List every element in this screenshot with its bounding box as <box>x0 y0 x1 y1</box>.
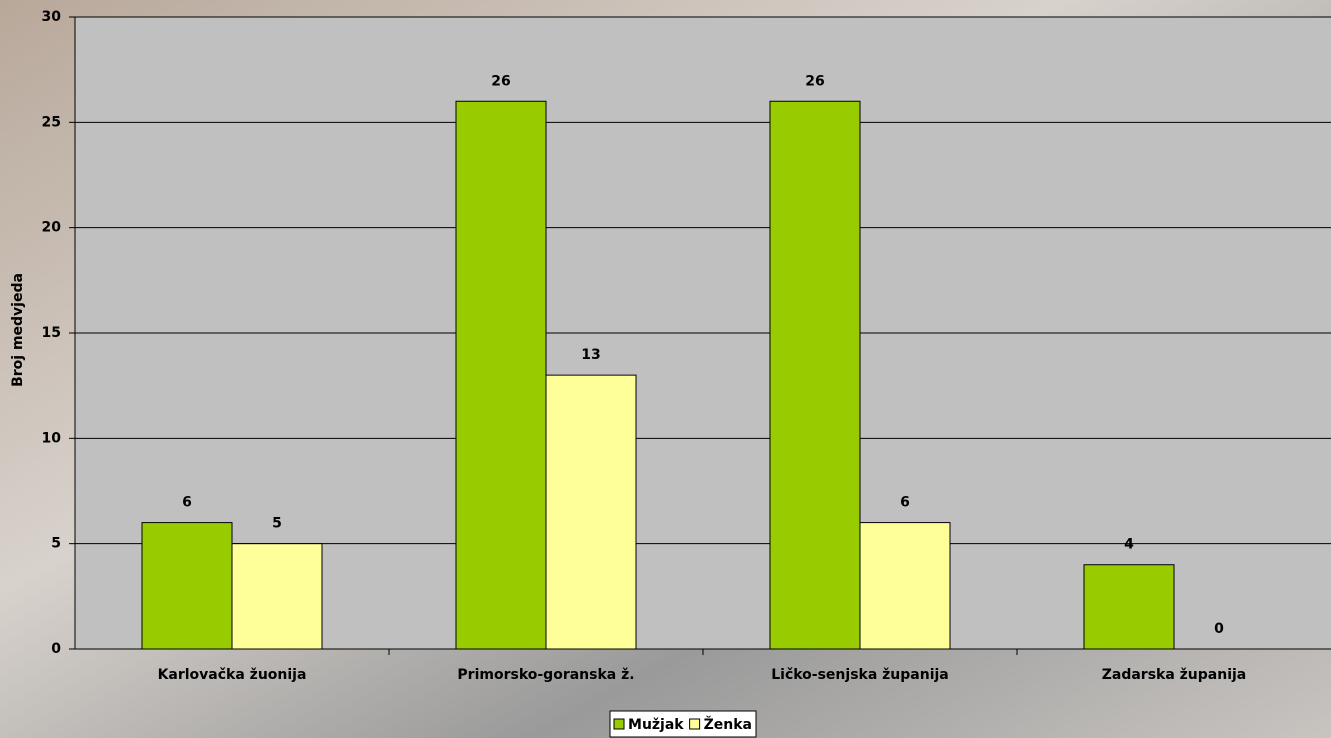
y-axis-title: Broj medvjeda <box>10 273 26 387</box>
bar <box>859 522 951 650</box>
x-tick-label: Ličko-senjska županija <box>771 667 949 683</box>
x-tick-label: Karlovačka žuonija <box>158 667 307 683</box>
bar <box>545 374 637 650</box>
bar <box>1083 564 1175 650</box>
y-tick-label: 0 <box>51 641 61 657</box>
data-label: 0 <box>1214 621 1224 637</box>
y-tick-label: 15 <box>42 325 61 341</box>
data-label: 6 <box>900 495 910 511</box>
bar <box>455 100 547 650</box>
y-tick-label: 30 <box>42 9 62 25</box>
data-label: 26 <box>491 73 510 89</box>
data-label: 13 <box>581 347 600 363</box>
data-label: 4 <box>1124 537 1134 553</box>
bar <box>769 100 861 650</box>
legend-label: Ženka <box>704 716 752 733</box>
data-label: 26 <box>805 73 824 89</box>
legend-box <box>609 710 757 738</box>
legend-swatch <box>689 718 701 730</box>
y-tick-label: 20 <box>42 220 62 236</box>
bar <box>141 522 233 650</box>
data-label: 5 <box>272 516 282 532</box>
legend-label: Mužjak <box>628 717 684 733</box>
x-tick-label: Primorsko-goranska ž. <box>457 667 634 683</box>
y-tick-label: 5 <box>51 536 61 552</box>
legend-swatch <box>613 718 625 730</box>
legend: Mužjak Ženka <box>609 710 757 738</box>
y-tick-label: 25 <box>42 114 61 130</box>
data-label: 6 <box>182 495 192 511</box>
x-tick-label: Zadarska županija <box>1102 667 1247 683</box>
y-tick-label: 10 <box>42 430 62 446</box>
bar <box>231 543 323 650</box>
